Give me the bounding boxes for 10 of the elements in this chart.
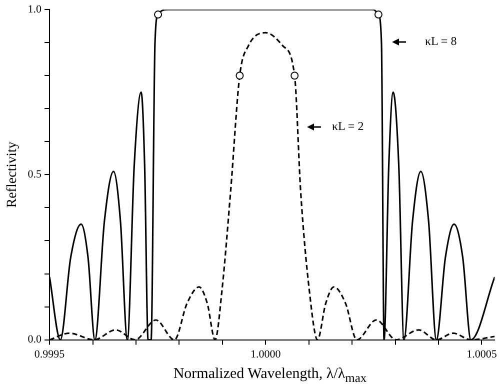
y-axis-title: Reflectivity — [5, 142, 20, 208]
annotation: κL = 8 — [425, 34, 457, 48]
x-axis-title: Normalized Wavelength, λ/λ$_{max}$ — [172, 365, 368, 386]
x-tick-label: 1.0000 — [250, 348, 282, 360]
x-tick-label: 0.9995 — [34, 348, 66, 360]
y-tick-label: 1.0 — [28, 3, 42, 16]
y-tick-label: 0.0 — [28, 334, 42, 346]
x-tick-label: 1.0005 — [466, 348, 498, 360]
annotation: κL = 2 — [332, 119, 364, 134]
y-tick-label: 0.5 — [28, 168, 42, 181]
